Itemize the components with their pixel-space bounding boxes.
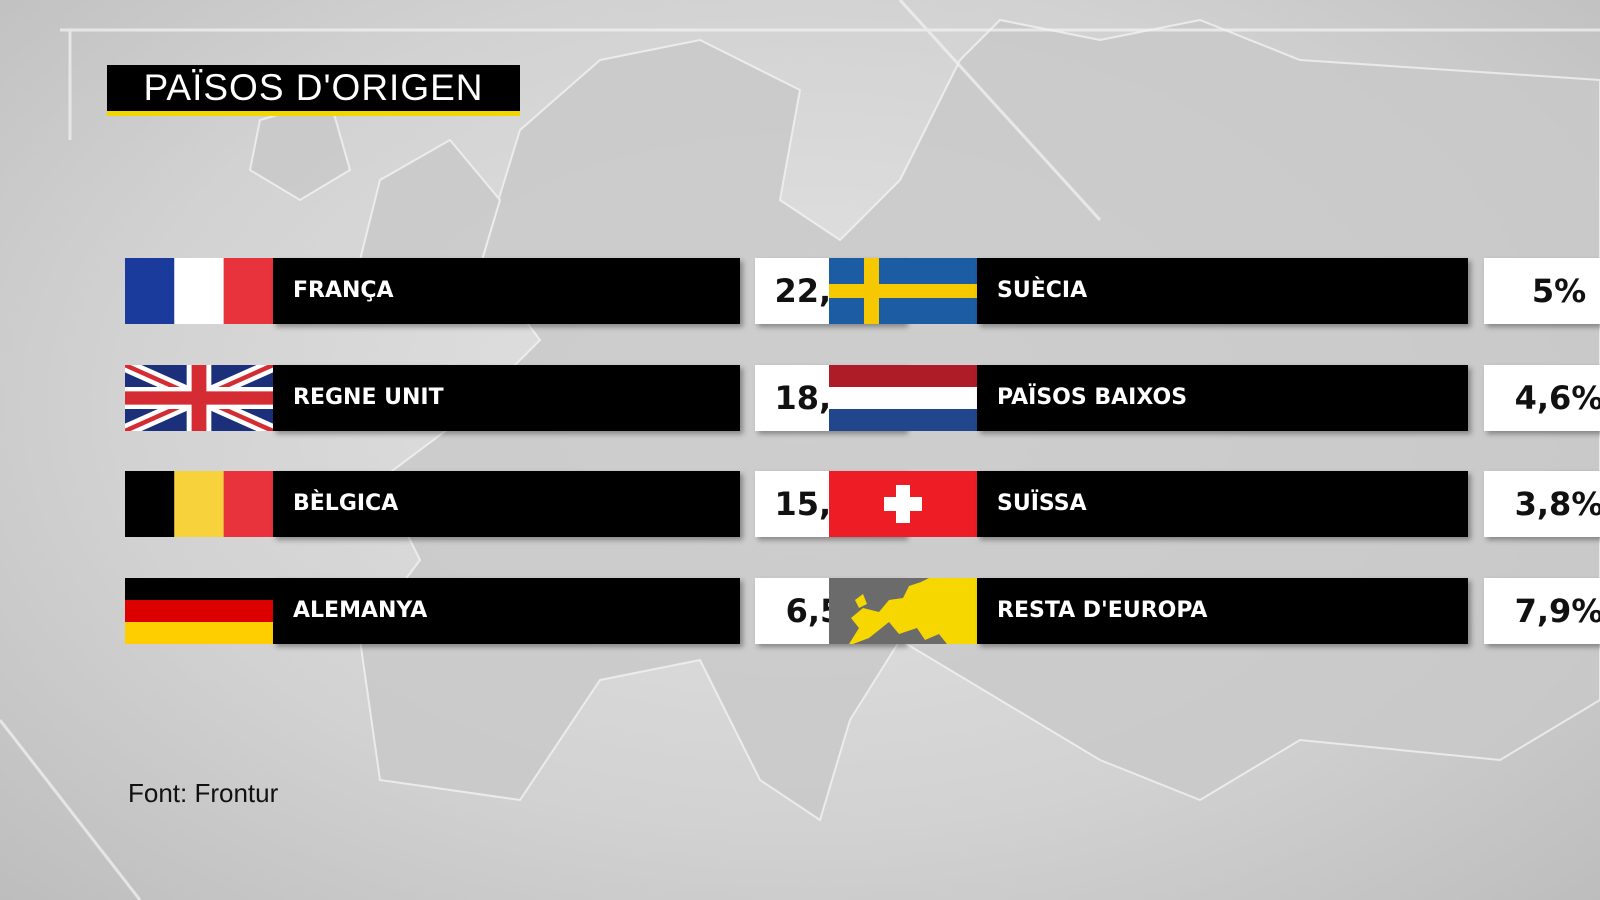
germany-flag-icon [125, 578, 273, 644]
share-value: 4,6% [1484, 365, 1600, 431]
europe-map-icon [829, 578, 977, 644]
country-label: BÈLGICA [273, 471, 740, 537]
country-label: PAÏSOS BAIXOS [977, 365, 1468, 431]
sweden-flag-icon [829, 258, 977, 324]
country-label: SUÈCIA [977, 258, 1468, 324]
share-value: 3,8% [1484, 471, 1600, 537]
france-flag-icon [125, 258, 273, 324]
switzerland-flag-icon [829, 471, 977, 537]
country-label: SUÏSSA [977, 471, 1468, 537]
country-label: REGNE UNIT [273, 365, 740, 431]
belgium-flag-icon [125, 471, 273, 537]
country-label: RESTA D'EUROPA [977, 578, 1468, 644]
page-title: PAÏSOS D'ORIGEN [107, 65, 520, 116]
uk-flag-icon [125, 365, 273, 431]
netherlands-flag-icon [829, 365, 977, 431]
source-note: Font: Frontur [128, 778, 279, 808]
country-label: ALEMANYA [273, 578, 740, 644]
share-value: 7,9% [1484, 578, 1600, 644]
share-value: 5% [1484, 258, 1600, 324]
country-label: FRANÇA [273, 258, 740, 324]
